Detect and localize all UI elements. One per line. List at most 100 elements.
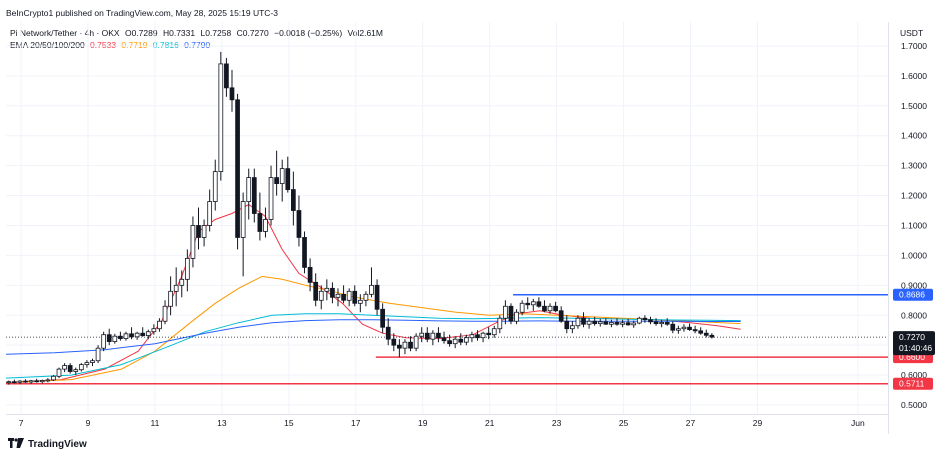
candle-body-up: [659, 322, 664, 325]
candle-body-down: [274, 177, 279, 184]
candle-body-down: [698, 330, 704, 334]
candle-body-up: [363, 293, 369, 301]
candle-body-up: [95, 347, 101, 362]
candle-body-up: [218, 63, 224, 173]
candle: [67, 363, 73, 374]
candle: [631, 320, 637, 328]
candle-body-up: [676, 328, 681, 331]
candle-body-down: [23, 380, 28, 383]
candle: [597, 318, 603, 327]
candle-body-down: [653, 321, 659, 325]
candle-body-up: [570, 325, 575, 330]
candle: [28, 379, 34, 384]
candle: [357, 294, 363, 313]
candle-body-down: [397, 344, 402, 349]
candle: [558, 306, 564, 323]
candle: [441, 331, 447, 344]
candle: [173, 267, 179, 307]
candle-body-down: [709, 334, 715, 338]
candle-body-down: [475, 334, 480, 339]
candle: [335, 288, 341, 307]
candle-body-up: [17, 380, 23, 383]
candle-body-down: [67, 365, 73, 372]
candle-body-up: [609, 322, 614, 325]
candle: [157, 318, 162, 332]
candle-body-down: [118, 335, 123, 339]
candle: [586, 318, 592, 329]
candle: [313, 273, 319, 307]
candle-body-up: [56, 368, 62, 377]
candle: [229, 69, 235, 112]
candle-body-down: [436, 332, 441, 339]
candle: [257, 192, 263, 241]
candle: [106, 328, 112, 346]
candle-body-down: [553, 305, 558, 312]
candle-body-down: [235, 99, 240, 238]
candle: [413, 333, 419, 352]
ohlc-close: C0.7270: [236, 28, 269, 38]
candle-body-down: [374, 284, 380, 310]
candle: [475, 330, 480, 341]
candle: [458, 333, 464, 346]
candle: [302, 231, 307, 274]
candle-body-down: [486, 332, 492, 336]
candle: [575, 315, 581, 329]
volume: Vol2.61M: [347, 28, 383, 38]
candle: [112, 333, 118, 344]
candle: [34, 378, 40, 383]
candle: [491, 325, 497, 338]
ema-label[interactable]: EMA 20/50/100/200: [10, 40, 85, 50]
candle-body-up: [681, 326, 687, 330]
candle: [196, 207, 201, 250]
tradingview-logo[interactable]: TradingView: [8, 438, 87, 451]
candle-body-up: [90, 360, 95, 363]
candle: [374, 279, 380, 316]
candle-body-down: [670, 323, 676, 331]
candle: [542, 300, 547, 313]
ema100-line: [5, 313, 741, 379]
candle-body-down: [536, 301, 542, 307]
candle-body-down: [285, 168, 291, 190]
candle: [224, 57, 229, 97]
ema50-value: 0.7719: [121, 40, 148, 50]
level-label: 0.8686: [899, 290, 925, 300]
candle: [525, 297, 531, 310]
candle-body-up: [430, 332, 436, 340]
candle: [369, 267, 374, 298]
candle-body-down: [648, 319, 653, 323]
time-axis: 7 9 11 13 15 17 19 21 23 25 27 29 Jun: [19, 418, 865, 428]
candle-body-up: [279, 168, 285, 184]
x-tick-label: 7: [19, 418, 24, 428]
candle-body-up: [597, 321, 603, 325]
x-tick-label: 13: [217, 418, 227, 428]
x-tick-label: 23: [552, 418, 562, 428]
x-tick-label: 19: [418, 418, 428, 428]
publisher-line: BeInCrypto1 published on TradingView.com…: [6, 8, 278, 18]
candle: [279, 159, 285, 202]
candle-body-down: [307, 266, 313, 283]
candle-body-up: [162, 305, 168, 322]
symbol-title[interactable]: Pi Network/Tether · 4h · OKX: [10, 28, 120, 38]
y-tick-label: 1.3000: [901, 161, 927, 171]
candle: [385, 318, 391, 346]
candle-body-up: [586, 320, 592, 325]
y-tick-label: 1.4000: [901, 131, 927, 141]
x-tick-label: 29: [753, 418, 763, 428]
candle: [246, 168, 252, 220]
candle-body-up: [39, 380, 45, 383]
x-tick-label: 11: [151, 418, 160, 428]
candle: [497, 315, 503, 334]
y-tick-label: 1.6000: [901, 71, 927, 81]
candle-body-down: [302, 237, 307, 268]
candle: [318, 285, 324, 310]
candle: [179, 270, 185, 298]
candle: [664, 318, 670, 326]
candle: [346, 288, 352, 307]
candle-body-down: [642, 317, 648, 321]
candle: [703, 329, 709, 338]
symbol-info: Pi Network/Tether · 4h · OKX O0.7289 H0.…: [10, 28, 386, 38]
candle: [402, 339, 408, 355]
candle-body-down: [229, 87, 235, 101]
candle-body-down: [603, 321, 609, 325]
